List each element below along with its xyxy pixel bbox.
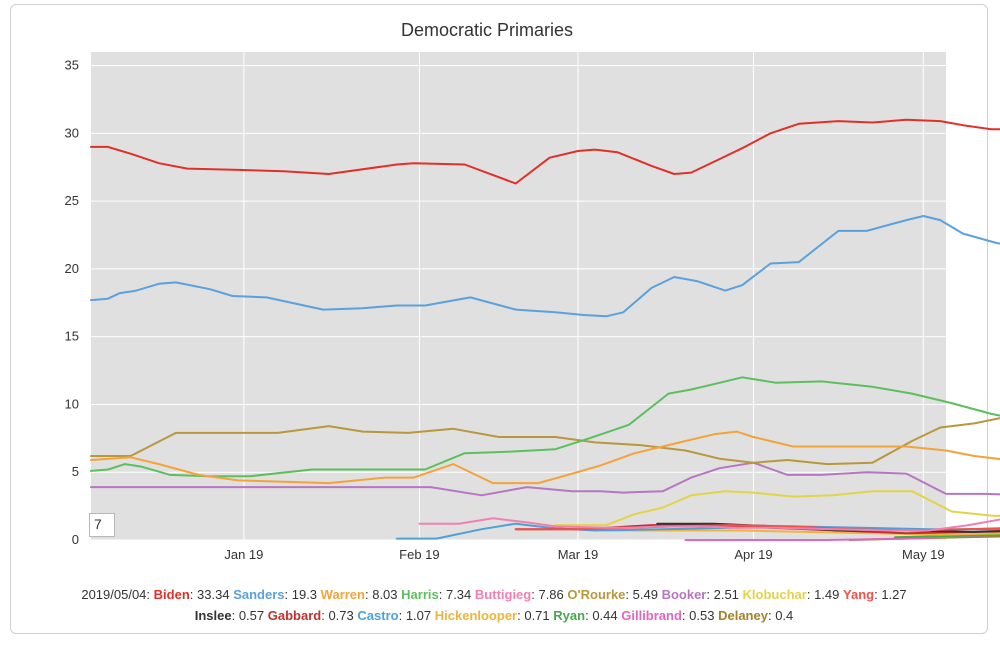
- legend-separator: :: [625, 587, 633, 602]
- x-tick-label: Jan 19: [224, 547, 263, 562]
- legend-series-value: 0.4: [775, 608, 794, 623]
- legend-series-name: Buttigieg: [474, 587, 532, 602]
- legend-item-hickenlooper: Hickenlooper: 0.71: [435, 608, 550, 623]
- legend-series-value: 1.07: [405, 608, 432, 623]
- legend-series-value: 5.49: [632, 587, 658, 602]
- legend-series-name: Klobuchar: [742, 587, 807, 602]
- legend-item-sanders: Sanders: 19.3: [233, 587, 317, 602]
- legend-series-value: 0.71: [524, 608, 550, 623]
- series-line-ryan[interactable]: [894, 533, 1000, 539]
- legend-series-name: Castro: [357, 608, 399, 623]
- y-tick-label: 30: [65, 125, 79, 140]
- legend-separator: :: [321, 608, 329, 623]
- legend-series-value: 0.73: [328, 608, 354, 623]
- legend-series-value: 0.44: [592, 608, 618, 623]
- y-tick-label: 25: [65, 193, 79, 208]
- legend-series-name: Biden: [153, 587, 190, 602]
- legend-series-name: Gabbard: [267, 608, 322, 623]
- x-tick-label: Feb 19: [399, 547, 439, 562]
- legend-separator: :: [284, 587, 292, 602]
- legend-separator: :: [364, 587, 373, 602]
- series-line-orourke[interactable]: [90, 413, 1000, 466]
- legend-series-name: Gillibrand: [621, 608, 682, 623]
- legend-series-name: Harris: [401, 587, 439, 602]
- legend-series-name: Hickenlooper: [434, 608, 518, 623]
- legend-series-value: 1.27: [881, 587, 907, 602]
- legend-item-yang: Yang: 1.27: [843, 587, 907, 602]
- legend-separator: :: [767, 608, 776, 623]
- legend-item-buttigieg: Buttigieg: 7.86: [475, 587, 564, 602]
- y-tick-label: 5: [72, 464, 79, 479]
- legend-series-value: 7.34: [445, 587, 472, 602]
- legend-series-value: 8.03: [372, 587, 398, 602]
- legend-series-name: O'Rourke: [567, 587, 626, 602]
- x-tick-label: Mar 19: [558, 547, 598, 562]
- legend-separator: :: [706, 587, 714, 602]
- legend-series-value: 33.34: [197, 587, 230, 602]
- series-line-warren[interactable]: [90, 430, 1000, 485]
- legend-item-booker: Booker: 2.51: [662, 587, 739, 602]
- legend-item-orourke: O'Rourke: 5.49: [567, 587, 658, 602]
- legend-series-name: Delaney: [718, 608, 768, 623]
- legend-series-name: Ryan: [553, 608, 586, 623]
- legend-separator: :: [189, 587, 198, 602]
- legend-separator: :: [681, 608, 690, 623]
- y-tick-label: 20: [65, 261, 79, 276]
- legend-item-ryan: Ryan: 0.44: [553, 608, 617, 623]
- series-line-klobuchar[interactable]: [554, 490, 1000, 527]
- legend-item-harris: Harris: 7.34: [401, 587, 471, 602]
- x-tick-label: May 19: [902, 547, 945, 562]
- x-tick-label: Apr 19: [734, 547, 772, 562]
- legend-separator: :: [231, 608, 239, 623]
- legend-item-gabbard: Gabbard: 0.73: [268, 608, 354, 623]
- legend-series-name: Yang: [843, 587, 875, 602]
- legend-item-biden: Biden: 33.34: [154, 587, 230, 602]
- legend-series-value: 2.51: [713, 587, 739, 602]
- legend-series-name: Booker: [661, 587, 707, 602]
- legend-series-value: 0.57: [238, 608, 265, 623]
- legend-item-inslee: Inslee: 0.57: [195, 608, 264, 623]
- series-line-harris[interactable]: [90, 376, 1000, 478]
- legend-separator: :: [585, 608, 593, 623]
- legend-item-delaney: Delaney: 0.4: [718, 608, 793, 623]
- y-tick-label: 35: [65, 58, 79, 73]
- legend-item-gillibrand: Gillibrand: 0.53: [621, 608, 714, 623]
- legend-separator: :: [438, 587, 446, 602]
- rolling-period-input[interactable]: 7: [89, 513, 115, 537]
- legend-separator: :: [874, 587, 882, 602]
- legend-item-castro: Castro: 1.07: [357, 608, 431, 623]
- y-tick-label: 15: [65, 329, 79, 344]
- legend-item-klobuchar: Klobuchar: 1.49: [743, 587, 840, 602]
- legend-series-value: 7.86: [538, 587, 564, 602]
- series-line-sanders[interactable]: [90, 215, 1000, 318]
- legend-series-value: 0.53: [689, 608, 715, 623]
- legend-separator: :: [398, 608, 406, 623]
- y-tick-label: 0: [72, 532, 79, 547]
- series-line-biden[interactable]: [90, 88, 1000, 185]
- legend-separator: :: [517, 608, 525, 623]
- legend-series-value: 1.49: [814, 587, 840, 602]
- legend-date: 2019/05/04:: [81, 587, 151, 602]
- series-line-gabbard[interactable]: [514, 524, 1000, 535]
- legend: 2019/05/04: Biden: 33.34 Sanders: 19.3 W…: [20, 584, 968, 626]
- legend-item-warren: Warren: 8.03: [321, 587, 398, 602]
- legend-separator: :: [531, 587, 539, 602]
- legend-series-name: Inslee: [194, 608, 232, 623]
- series-line-buttigieg[interactable]: [418, 434, 1000, 532]
- legend-separator: :: [806, 587, 815, 602]
- legend-series-name: Sanders: [233, 587, 285, 602]
- chart-title: Democratic Primaries: [400, 20, 574, 40]
- legend-series-name: Warren: [320, 587, 365, 602]
- legend-series-value: 19.3: [291, 587, 318, 602]
- y-tick-label: 10: [65, 396, 79, 411]
- plot-area: [91, 52, 946, 540]
